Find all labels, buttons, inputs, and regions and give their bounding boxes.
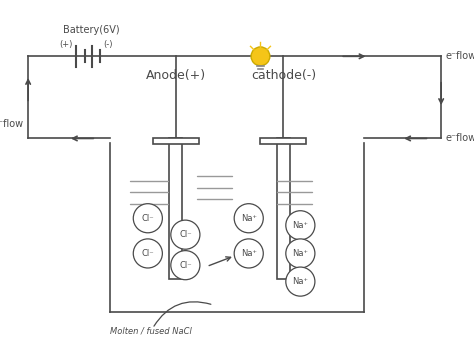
Text: Na⁺: Na⁺ — [241, 249, 257, 258]
Bar — [277, 138, 290, 279]
Bar — [153, 138, 199, 144]
Text: Na⁺: Na⁺ — [292, 277, 309, 286]
Circle shape — [133, 204, 163, 233]
Text: (-): (-) — [104, 40, 113, 49]
Circle shape — [286, 239, 315, 268]
Text: Cl⁻: Cl⁻ — [179, 261, 191, 270]
Circle shape — [286, 211, 315, 240]
Circle shape — [286, 267, 315, 296]
Text: e⁻flow: e⁻flow — [446, 51, 474, 61]
Circle shape — [234, 204, 263, 233]
Text: e⁻flow: e⁻flow — [446, 133, 474, 144]
Text: Anode(+): Anode(+) — [146, 69, 206, 82]
Text: (+): (+) — [59, 40, 73, 49]
Text: Cl⁻: Cl⁻ — [142, 214, 154, 223]
Text: cathode(-): cathode(-) — [251, 69, 316, 82]
Circle shape — [234, 239, 263, 268]
Text: Molten / fused NaCl: Molten / fused NaCl — [110, 326, 192, 335]
Text: e⁻flow: e⁻flow — [0, 119, 23, 130]
Bar — [169, 138, 182, 279]
Text: Na⁺: Na⁺ — [292, 221, 309, 230]
Text: Cl⁻: Cl⁻ — [179, 230, 191, 239]
Text: Na⁺: Na⁺ — [241, 214, 257, 223]
Text: Cl⁻: Cl⁻ — [142, 249, 154, 258]
Circle shape — [133, 239, 163, 268]
Circle shape — [251, 47, 270, 66]
Text: Battery(6V): Battery(6V) — [63, 25, 120, 35]
Bar — [261, 138, 307, 144]
Circle shape — [171, 220, 200, 249]
Text: Na⁺: Na⁺ — [292, 249, 309, 258]
Circle shape — [171, 251, 200, 280]
